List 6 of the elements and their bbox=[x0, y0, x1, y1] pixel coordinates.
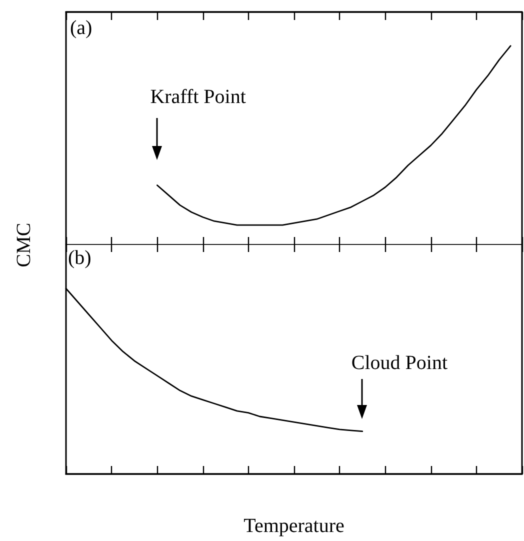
x-axis-title: Temperature bbox=[244, 515, 344, 537]
annotation: Krafft Point bbox=[150, 86, 246, 108]
annotation: Cloud Point bbox=[351, 352, 448, 374]
chart-title: (b) bbox=[68, 247, 92, 269]
chart-title: (a) bbox=[70, 17, 92, 39]
y-axis-title: CMC bbox=[13, 222, 35, 268]
